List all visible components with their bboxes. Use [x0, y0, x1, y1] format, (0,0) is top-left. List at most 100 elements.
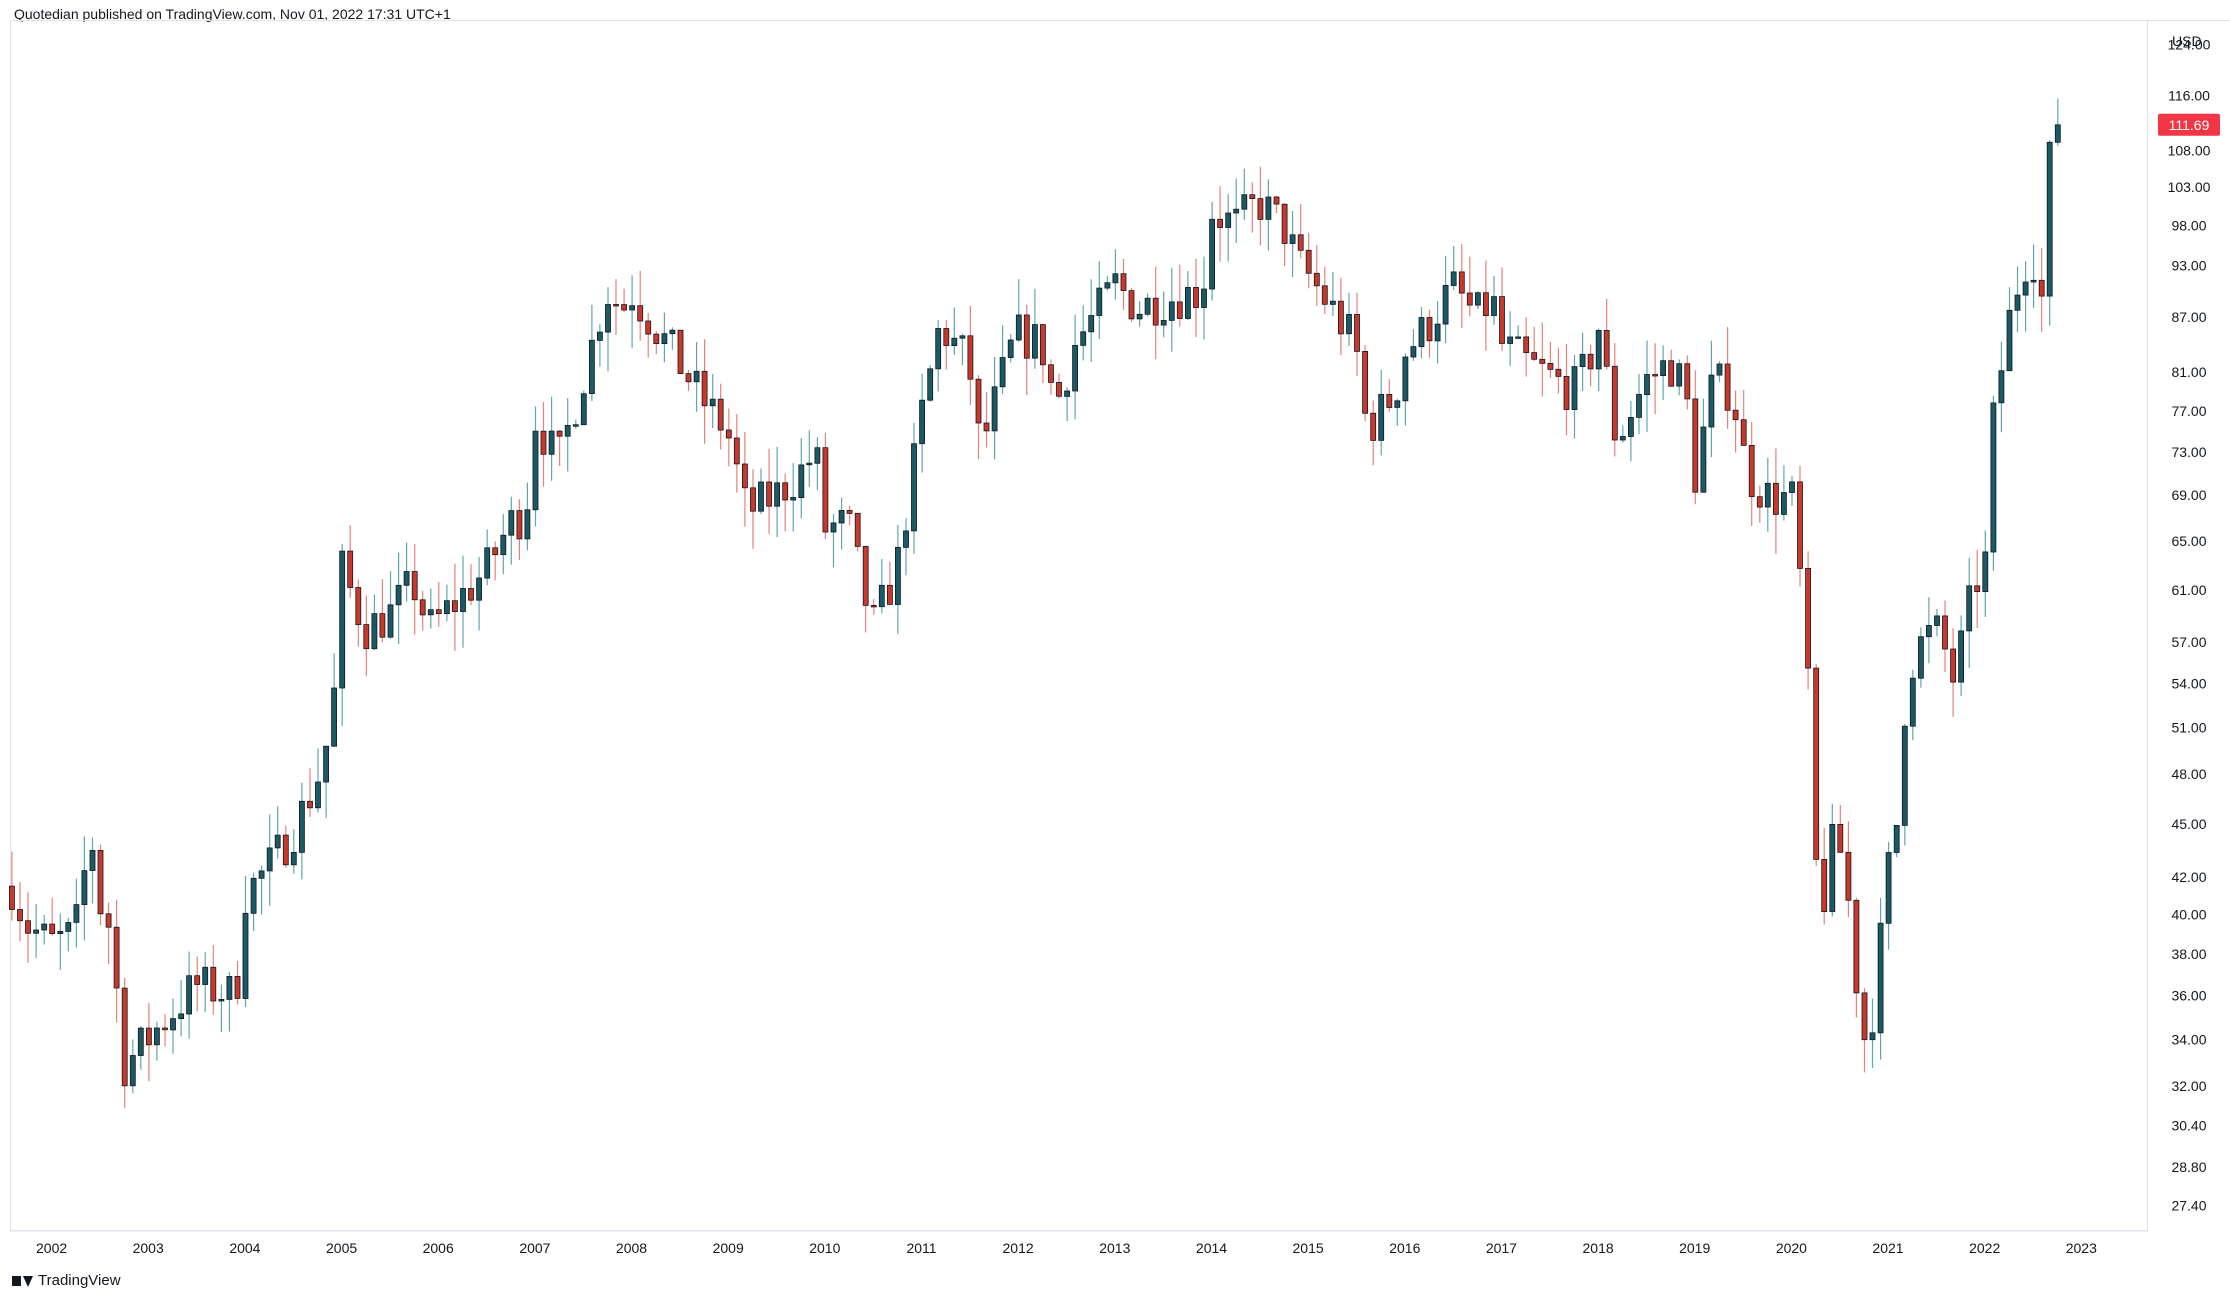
candle: [822, 432, 829, 540]
candle: [419, 590, 426, 631]
y-tick-label: 124.00: [2168, 36, 2211, 52]
candle: [8, 851, 15, 921]
candle: [1289, 211, 1296, 277]
candle: [887, 561, 893, 605]
candle: [677, 329, 684, 375]
candle: [1909, 669, 1916, 741]
candle: [41, 914, 48, 945]
candle: [1998, 341, 2005, 433]
candle: [1579, 332, 1586, 391]
candle: [2014, 266, 2021, 333]
candle: [1837, 805, 1844, 853]
candle: [1434, 301, 1441, 364]
x-tick-label: 2003: [133, 1240, 164, 1256]
y-axis-ticks: 27.40 28.80 30.40 32.00 34.00 36.00 38.00 40.00…: [2168, 36, 2211, 1213]
candle: [65, 917, 72, 952]
candle: [137, 1026, 144, 1070]
candle: [129, 1039, 136, 1094]
candle: [1523, 317, 1530, 377]
candle: [1040, 323, 1046, 384]
candle: [113, 899, 120, 1023]
candle: [1660, 345, 1666, 401]
candle: [572, 419, 579, 429]
candle: [878, 558, 885, 614]
candle: [1563, 343, 1570, 436]
y-tick-label: 65.00: [2171, 533, 2206, 549]
candle: [178, 979, 185, 1037]
candle: [621, 288, 627, 313]
candle: [1805, 551, 1811, 690]
candle: [2046, 140, 2053, 326]
candle: [1313, 245, 1320, 306]
candle: [516, 499, 523, 561]
candle: [975, 375, 982, 460]
candle: [1966, 557, 1973, 668]
candle: [1724, 327, 1731, 429]
y-tick-label: 93.00: [2171, 258, 2206, 274]
candle: [1023, 305, 1030, 396]
candle: [1893, 825, 1900, 858]
candle: [1064, 387, 1070, 421]
candle: [298, 782, 305, 880]
y-tick-label: 40.00: [2171, 906, 2206, 922]
candle: [1241, 168, 1248, 221]
candle: [218, 984, 225, 1033]
candle: [919, 373, 925, 473]
candle: [1756, 485, 1763, 523]
candle: [991, 357, 998, 460]
candle: [1410, 329, 1417, 361]
candle: [1853, 897, 1860, 1018]
candle: [25, 892, 31, 963]
candle: [1265, 179, 1272, 251]
candle: [524, 482, 531, 551]
candle: [347, 525, 354, 598]
y-tick-label: 73.00: [2171, 444, 2206, 460]
candle: [943, 320, 950, 370]
candle: [1764, 457, 1771, 532]
candle: [1845, 821, 1852, 918]
y-tick-label: 77.00: [2171, 403, 2206, 419]
candle: [1926, 597, 1932, 664]
candle: [1619, 425, 1626, 443]
candle: [1748, 422, 1755, 526]
y-tick-label: 51.00: [2171, 720, 2206, 736]
candle: [500, 514, 507, 575]
x-tick-label: 2020: [1776, 1240, 1807, 1256]
candle: [1072, 314, 1078, 420]
candle: [1104, 276, 1111, 291]
x-tick-label: 2010: [809, 1240, 840, 1256]
candle: [1571, 354, 1578, 439]
candle: [814, 437, 821, 491]
y-tick-label: 38.00: [2171, 946, 2206, 962]
candle: [605, 287, 611, 372]
candle: [1491, 275, 1497, 325]
candle: [782, 473, 789, 532]
candle: [1080, 305, 1087, 361]
x-axis-ticks: 2002 2003 2004 2005 2006 2007 2008 2009 2010 2011…: [10, 1230, 2148, 1256]
candle: [81, 836, 88, 941]
candle: [49, 897, 56, 936]
candle: [1587, 345, 1594, 387]
price-axis[interactable]: [2148, 20, 2230, 1231]
candle: [597, 324, 603, 367]
candle: [97, 844, 104, 926]
candle: [693, 342, 700, 412]
candle: [73, 878, 80, 948]
y-tick-label: 45.00: [2171, 816, 2206, 832]
candle: [1442, 255, 1449, 344]
candle: [717, 383, 724, 450]
candle: [1547, 341, 1554, 378]
candle: [2030, 244, 2037, 309]
x-tick-label: 2011: [906, 1240, 936, 1256]
candle: [194, 956, 201, 1012]
candle: [1539, 322, 1546, 397]
candle: [645, 313, 652, 358]
candle: [1652, 343, 1658, 415]
candle: [1168, 267, 1175, 352]
candle: [564, 398, 571, 472]
candle: [476, 556, 483, 631]
candle: [903, 518, 909, 576]
candle: [1048, 359, 1054, 395]
candle: [339, 543, 346, 727]
